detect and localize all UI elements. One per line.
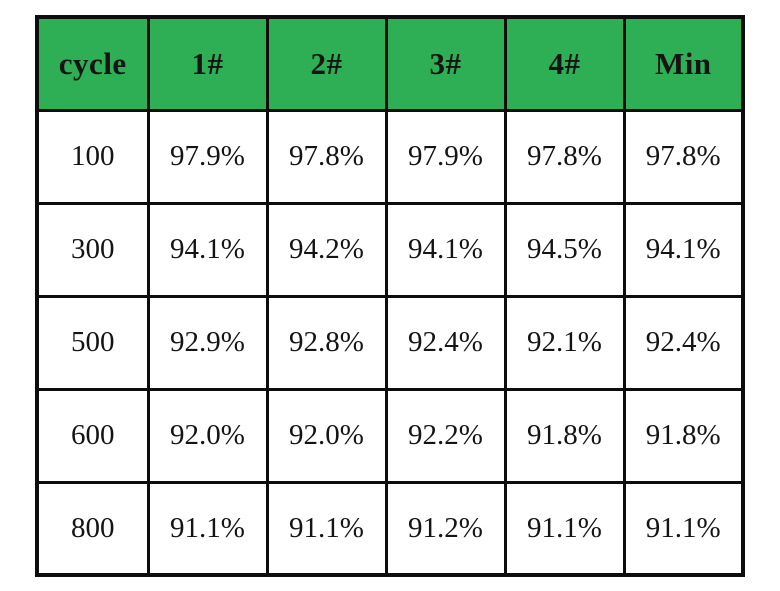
table-row: 500 92.9% 92.8% 92.4% 92.1% 92.4% xyxy=(35,294,745,391)
table-cell: 92.9% xyxy=(146,294,269,391)
cycle-cell: 300 xyxy=(35,201,150,298)
table-cell: 92.4% xyxy=(384,294,507,391)
cycle-cell: 100 xyxy=(35,108,150,205)
cycle-retention-table: cycle 1# 2# 3# 4# Min 100 97.9% 97.8% 97… xyxy=(35,15,745,577)
table-cell: 94.1% xyxy=(384,201,507,298)
header-cell-3: 3# xyxy=(384,15,507,112)
table-cell: 97.8% xyxy=(622,108,745,205)
table-cell: 94.1% xyxy=(146,201,269,298)
table-row: 800 91.1% 91.1% 91.2% 91.1% 91.1% xyxy=(35,480,745,577)
table-cell: 91.8% xyxy=(503,387,626,484)
table-cell: 92.2% xyxy=(384,387,507,484)
table-cell: 94.1% xyxy=(622,201,745,298)
header-cell-4: 4# xyxy=(503,15,626,112)
table-cell: 92.0% xyxy=(146,387,269,484)
table-cell: 91.1% xyxy=(622,480,745,577)
table-container: cycle 1# 2# 3# 4# Min 100 97.9% 97.8% 97… xyxy=(35,15,745,577)
cycle-cell: 600 xyxy=(35,387,150,484)
header-cell-cycle: cycle xyxy=(35,15,150,112)
table-cell: 92.1% xyxy=(503,294,626,391)
table-cell: 97.8% xyxy=(265,108,388,205)
cycle-cell: 500 xyxy=(35,294,150,391)
header-cell-2: 2# xyxy=(265,15,388,112)
table-cell: 92.8% xyxy=(265,294,388,391)
table-header-row: cycle 1# 2# 3# 4# Min xyxy=(35,15,745,112)
table-cell: 92.4% xyxy=(622,294,745,391)
table-cell: 91.1% xyxy=(265,480,388,577)
table-cell: 97.9% xyxy=(384,108,507,205)
table-row: 300 94.1% 94.2% 94.1% 94.5% 94.1% xyxy=(35,201,745,298)
cycle-cell: 800 xyxy=(35,480,150,577)
table-cell: 91.1% xyxy=(503,480,626,577)
table-cell: 97.8% xyxy=(503,108,626,205)
table-cell: 91.8% xyxy=(622,387,745,484)
table-cell: 92.0% xyxy=(265,387,388,484)
table-cell: 94.2% xyxy=(265,201,388,298)
table-cell: 97.9% xyxy=(146,108,269,205)
table-row: 600 92.0% 92.0% 92.2% 91.8% 91.8% xyxy=(35,387,745,484)
table-cell: 91.1% xyxy=(146,480,269,577)
header-cell-1: 1# xyxy=(146,15,269,112)
table-cell: 91.2% xyxy=(384,480,507,577)
table-cell: 94.5% xyxy=(503,201,626,298)
header-cell-min: Min xyxy=(622,15,745,112)
table-row: 100 97.9% 97.8% 97.9% 97.8% 97.8% xyxy=(35,108,745,205)
